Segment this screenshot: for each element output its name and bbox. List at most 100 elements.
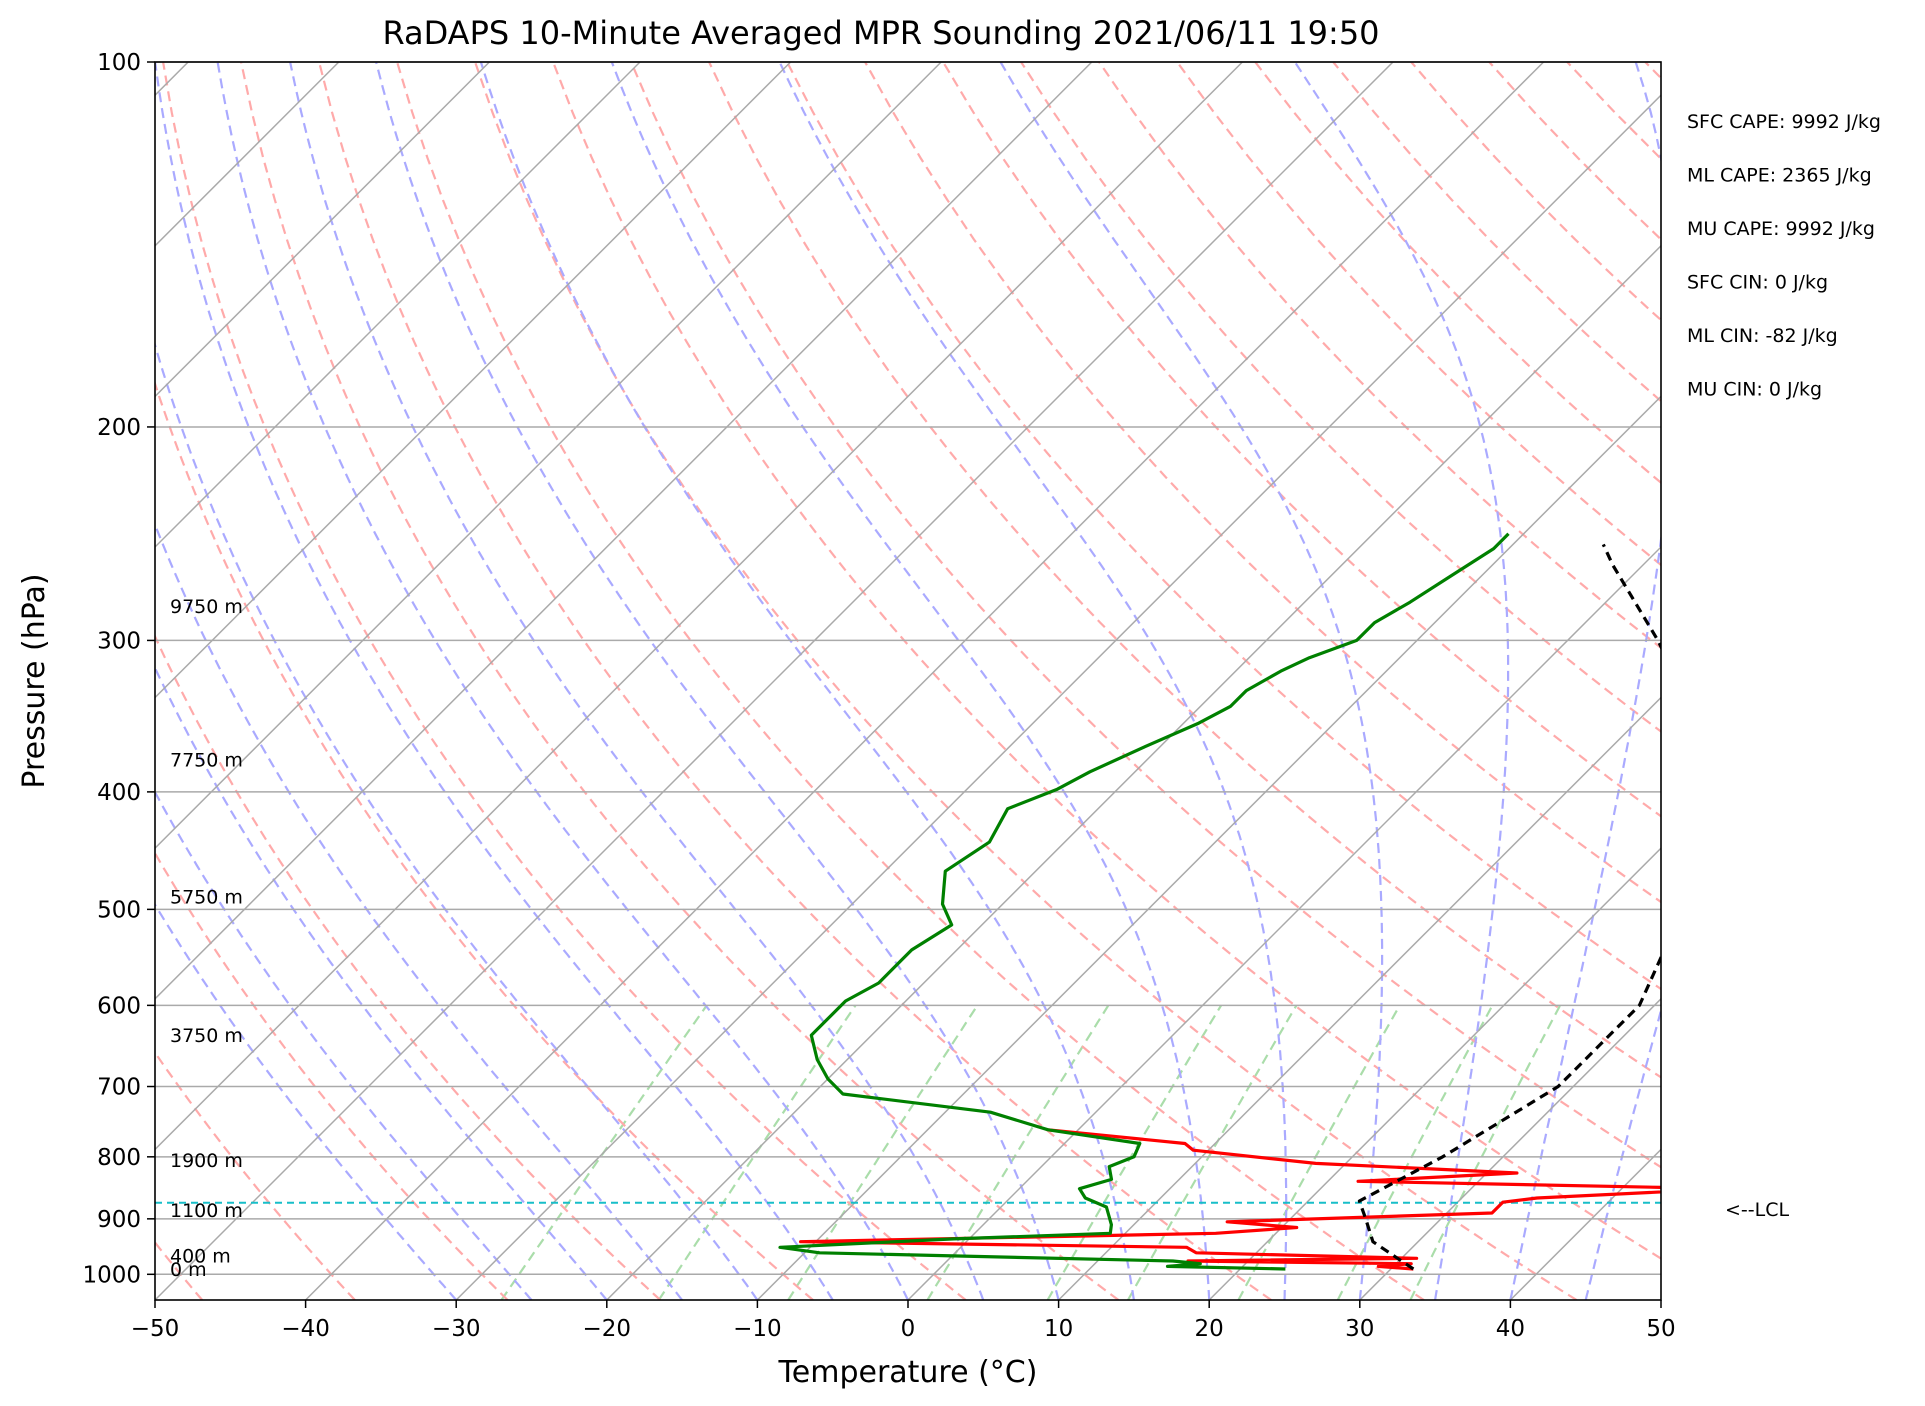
- stats-panel: SFC CAPE: 9992 J/kg ML CAPE: 2365 J/kg MU …: [1687, 111, 1881, 401]
- lcl-marker: <--LCL: [155, 1199, 1789, 1221]
- isotherm-line: [155, 62, 942, 850]
- height-label: 400 m: [170, 1246, 231, 1268]
- mixing-ratio-line: [926, 1004, 1110, 1300]
- mixing-ratio-line: [657, 1004, 857, 1300]
- moist-adiabat-line: [1293, 62, 1510, 1300]
- height-label: 9750 m: [170, 596, 243, 618]
- dry-adiabat-line: [240, 62, 1120, 1300]
- dry-adiabat-line: [630, 62, 1661, 1169]
- y-tick-label: 900: [97, 1207, 141, 1233]
- dry-adiabat-line: [396, 62, 1425, 1300]
- x-axis-label: Temperature (°C): [778, 1355, 1038, 1390]
- y-tick-label: 800: [97, 1145, 141, 1171]
- mixing-ratio-line: [1336, 1004, 1494, 1300]
- moist-adiabat-line: [155, 521, 683, 1300]
- dry-adiabat-line: [155, 633, 662, 1300]
- moist-adiabat-line: [479, 62, 1135, 1300]
- isotherm-line: [606, 244, 1661, 1300]
- temperature-line: [798, 1128, 1661, 1271]
- mixing-ratio-line: [1127, 1004, 1298, 1300]
- x-tick-label: −20: [583, 1316, 632, 1342]
- moist-adiabat-line: [1509, 62, 1661, 1300]
- isotherm-line: [1359, 997, 1661, 1300]
- moist-adiabat-line: [155, 789, 533, 1300]
- dry-adiabat-line: [162, 62, 967, 1300]
- moist-adiabat-line: [778, 62, 1288, 1300]
- dry-adiabat-line: [1801, 62, 1925, 1300]
- moist-adiabat-line: [155, 665, 608, 1300]
- dry-adiabat-line: [1723, 62, 1925, 1300]
- x-tick-label: −50: [131, 1316, 180, 1342]
- dry-adiabat-line: [1410, 62, 1661, 322]
- stat-label: MU CIN: 0 J/kg: [1687, 379, 1822, 401]
- y-tick-label: 300: [97, 628, 141, 654]
- x-axis-ticks: −50 −40 −30 −20 −10 0 10 20 30 40 50: [131, 1300, 1676, 1342]
- moist-adiabat-line: [155, 341, 759, 1300]
- mixing-ratio-line: [1237, 1004, 1401, 1300]
- dry-adiabat-line: [155, 1050, 356, 1300]
- moist-adiabat-line: [155, 902, 458, 1300]
- dry-adiabat-line: [155, 380, 814, 1300]
- mixing-ratio-line: [787, 1004, 979, 1300]
- dry-adiabat-line: [1020, 62, 1661, 733]
- height-label: 0 m: [170, 1259, 207, 1281]
- moist-adiabat-line: [155, 62, 834, 1300]
- stat-label: SFC CIN: 0 J/kg: [1687, 272, 1828, 294]
- height-label: 7750 m: [170, 749, 243, 771]
- y-tick-label: 500: [97, 897, 141, 923]
- isotherm-line: [907, 545, 1661, 1300]
- moist-adiabat-line: [289, 62, 985, 1300]
- dry-adiabat-line: [474, 62, 1578, 1300]
- isotherm-line: [155, 62, 1093, 1000]
- pressure-gridlines: [155, 61, 1661, 1276]
- isotherm-line: [756, 395, 1661, 1300]
- moist-adiabat-line: [216, 62, 909, 1300]
- x-tick-label: 0: [901, 1316, 916, 1342]
- y-tick-label: 600: [97, 993, 141, 1019]
- dewpoint-line: [778, 532, 1510, 1271]
- background-lines: [155, 62, 1925, 1300]
- stat-label: ML CAPE: 2365 J/kg: [1687, 165, 1872, 187]
- dry-adiabat-line: [155, 851, 509, 1300]
- isotherm-line: [155, 62, 490, 398]
- height-label: 3750 m: [170, 1025, 243, 1047]
- x-tick-label: −30: [432, 1316, 481, 1342]
- x-tick-label: 10: [1044, 1316, 1073, 1342]
- y-axis-label: Pressure (hPa): [17, 573, 52, 788]
- x-tick-label: −40: [281, 1316, 330, 1342]
- dry-adiabat-line: [1176, 62, 1661, 567]
- dry-adiabat-line: [1332, 62, 1661, 403]
- stat-label: ML CIN: -82 J/kg: [1687, 325, 1838, 347]
- isotherm-line: [155, 62, 641, 549]
- isotherm-line: [155, 62, 1394, 1300]
- x-tick-label: 30: [1345, 1316, 1374, 1342]
- isotherm-line: [305, 62, 1545, 1300]
- y-tick-label: 400: [97, 780, 141, 806]
- sounding-series: [778, 532, 1661, 1271]
- dry-adiabat-line: [1254, 62, 1661, 485]
- dry-adiabat-line: [708, 62, 1661, 1079]
- moist-adiabat-line: [999, 62, 1384, 1300]
- x-tick-label: 40: [1496, 1316, 1525, 1342]
- height-label: 5750 m: [170, 887, 243, 909]
- mixing-ratio-line: [1409, 1004, 1562, 1300]
- dry-adiabat-line: [1566, 62, 1661, 161]
- stat-label: MU CAPE: 9992 J/kg: [1687, 218, 1875, 240]
- dry-adiabat-line: [786, 62, 1661, 991]
- dry-adiabat-line: [1098, 62, 1661, 650]
- x-tick-label: 50: [1646, 1316, 1675, 1342]
- x-tick-label: −10: [733, 1316, 782, 1342]
- isotherm-line: [155, 62, 1243, 1151]
- moist-adiabat-line: [1584, 1006, 1661, 1300]
- dry-adiabat-line: [942, 62, 1661, 818]
- x-tick-label: 20: [1195, 1316, 1224, 1342]
- isotherm-line: [1208, 847, 1661, 1300]
- lcl-label: <--LCL: [1725, 1199, 1789, 1221]
- isotherm-line: [455, 94, 1661, 1300]
- y-tick-label: 100: [97, 50, 141, 76]
- height-label: 1900 m: [170, 1150, 243, 1172]
- isotherm-line: [1660, 1298, 1661, 1300]
- mixing-ratio-line: [1046, 1004, 1223, 1300]
- height-label: 1100 m: [170, 1200, 243, 1222]
